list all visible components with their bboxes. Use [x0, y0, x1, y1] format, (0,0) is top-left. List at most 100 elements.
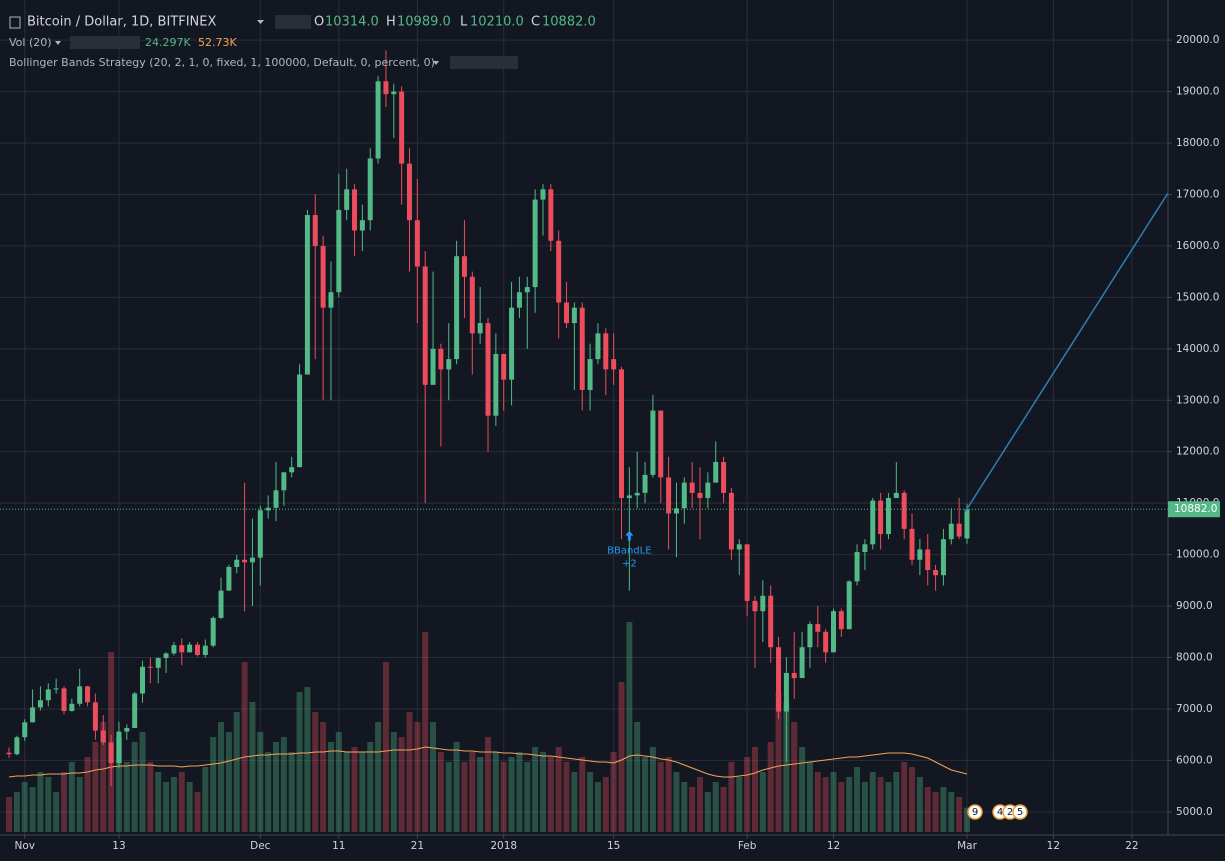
candle-body [736, 544, 742, 550]
volume-bar [649, 747, 656, 832]
candle-body [807, 624, 813, 648]
candle-body [666, 477, 672, 514]
candle-body [297, 374, 303, 468]
last-price-label: 10882.0 [1174, 503, 1217, 515]
volume-bar [304, 687, 311, 832]
x-tick-label: 15 [607, 840, 620, 852]
o-label: O [314, 15, 324, 30]
l-label: L [460, 15, 468, 30]
candle-body [304, 215, 310, 375]
y-tick-label: 5000.0 [1176, 806, 1213, 818]
volume-bar [547, 757, 554, 832]
candle-body [548, 189, 554, 241]
candle-body [336, 209, 342, 293]
strategy-name[interactable]: Bollinger Bands Strategy (20, 2, 1, 0, f… [9, 56, 435, 69]
candle-body [933, 570, 939, 576]
volume-bar [6, 797, 13, 832]
y-tick-label: 19000.0 [1176, 86, 1219, 98]
dropdown[interactable] [433, 61, 439, 65]
volume-bar [956, 797, 963, 832]
volume-bar [406, 712, 413, 832]
volume-bar [485, 737, 492, 832]
volume-bar [194, 792, 201, 832]
candle-body [77, 686, 83, 704]
volume-bar [901, 762, 908, 832]
volume-ma-line [8, 746, 968, 778]
candle-body [885, 498, 891, 535]
candle-body [406, 163, 412, 221]
candle-body [399, 91, 405, 164]
volume-bar [846, 777, 853, 832]
volume-bar [909, 767, 916, 832]
legend-buttons[interactable] [70, 36, 140, 49]
candle-body [760, 595, 766, 612]
volume-bar [147, 762, 154, 832]
candle-body [289, 467, 295, 473]
candle-body [587, 359, 593, 390]
volume-bar [806, 762, 813, 832]
candle-body [257, 510, 263, 558]
candle-body [603, 333, 609, 370]
candle-body [493, 353, 499, 416]
legend-buttons[interactable] [275, 15, 311, 29]
candle-body [823, 631, 829, 653]
volume-bar [500, 762, 507, 832]
event-count: 5 [1017, 807, 1023, 818]
candle-body [713, 462, 719, 483]
h-label: H [386, 15, 396, 30]
event-badge [967, 804, 983, 820]
dropdown[interactable] [257, 20, 264, 24]
candle-body [579, 307, 585, 390]
candle-body [281, 472, 287, 491]
collapse-icon[interactable] [9, 16, 21, 29]
candle-body [320, 245, 326, 308]
volume-bar [767, 742, 774, 832]
candle-body [501, 353, 507, 380]
candle-body [116, 731, 122, 763]
x-tick-label: 22 [1125, 840, 1138, 852]
candle-body [461, 256, 467, 277]
volume-bar [84, 757, 91, 832]
dropdown[interactable] [55, 41, 61, 45]
volume-bar [657, 762, 664, 832]
volume-bar [367, 742, 374, 832]
candle-body [414, 220, 420, 267]
volume-bar [704, 792, 711, 832]
volume-bar [453, 742, 460, 832]
legend: Bitcoin / Dollar, 1D, BITFINEX O 10314.0… [9, 15, 596, 69]
volume-bar [736, 777, 743, 832]
volume-bar [642, 757, 649, 832]
symbol-title[interactable]: Bitcoin / Dollar, 1D, BITFINEX [27, 15, 216, 30]
volume-bar [924, 787, 931, 832]
volume-bar [744, 757, 751, 832]
candle-body [328, 292, 334, 308]
candle-body [234, 559, 240, 567]
volume-bar [241, 662, 248, 832]
grid [0, 0, 1168, 835]
x-tick-label: Feb [738, 840, 757, 852]
volume-bar [626, 622, 633, 832]
volume-bar [280, 737, 287, 832]
candle-body [242, 559, 248, 563]
volume-bar [249, 702, 256, 832]
volume-bar [932, 792, 939, 832]
volume-name[interactable]: Vol (20) [9, 36, 52, 49]
y-tick-label: 6000.0 [1176, 754, 1213, 766]
candle-body [171, 645, 177, 654]
candle-body [61, 688, 67, 712]
volume-bar [963, 807, 970, 832]
event-count: 4 [997, 807, 1003, 818]
volume-bar [948, 792, 955, 832]
volume-bar [563, 762, 570, 832]
y-tick-label: 15000.0 [1176, 291, 1219, 303]
volume-bar [210, 737, 217, 832]
volume-bar [343, 752, 350, 832]
volume-bar [822, 777, 829, 832]
volume-bar [610, 752, 617, 832]
candle-body [140, 666, 146, 694]
candle-body [53, 688, 59, 690]
candle-body [22, 722, 28, 738]
legend-buttons[interactable] [450, 56, 518, 69]
